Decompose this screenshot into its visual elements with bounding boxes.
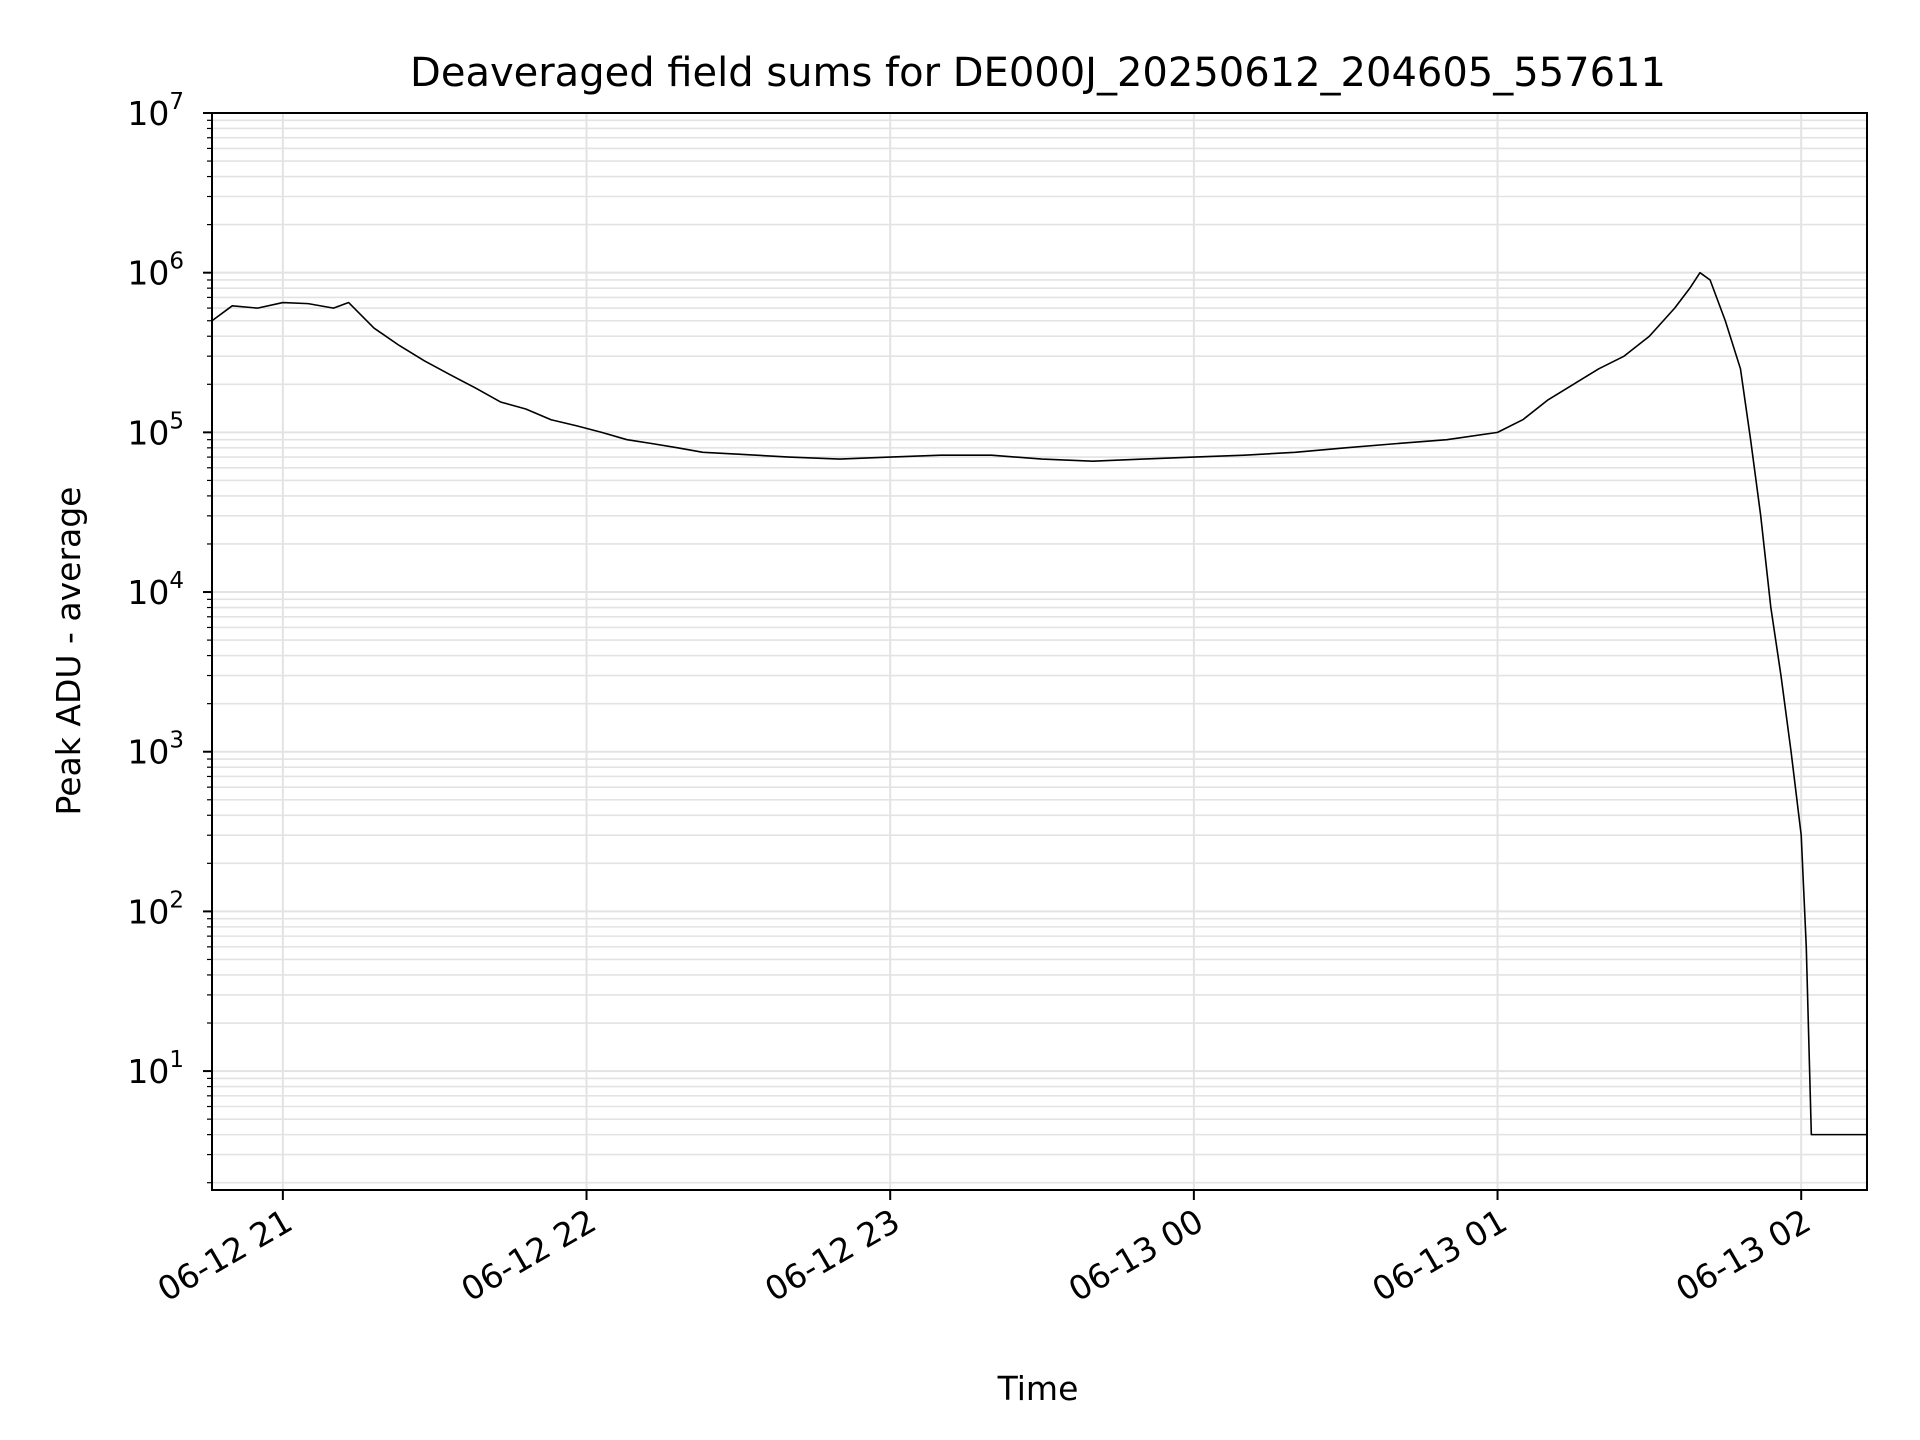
x-axis-label: Time — [997, 1369, 1079, 1408]
plot-frame — [211, 112, 1868, 1191]
y-tick-label: 105 — [127, 408, 184, 452]
y-tick-label: 106 — [127, 249, 184, 293]
y-axis-label: Peak ADU - average — [49, 487, 88, 816]
series-layer — [211, 271, 1867, 1136]
series-line — [211, 271, 1867, 1136]
chart-title: Deaveraged field sums for DE000J_2025061… — [410, 50, 1666, 96]
y-tick-label: 101 — [127, 1047, 184, 1091]
y-tick-label: 107 — [127, 89, 184, 133]
grid — [212, 112, 1867, 1190]
ticks — [203, 112, 1803, 1200]
y-tick-label: 104 — [127, 568, 184, 612]
y-tick-label: 102 — [127, 887, 184, 931]
y-tick-labels: 101 102 103 104 105 106 107 — [127, 89, 184, 1091]
y-tick-label: 103 — [127, 728, 184, 772]
